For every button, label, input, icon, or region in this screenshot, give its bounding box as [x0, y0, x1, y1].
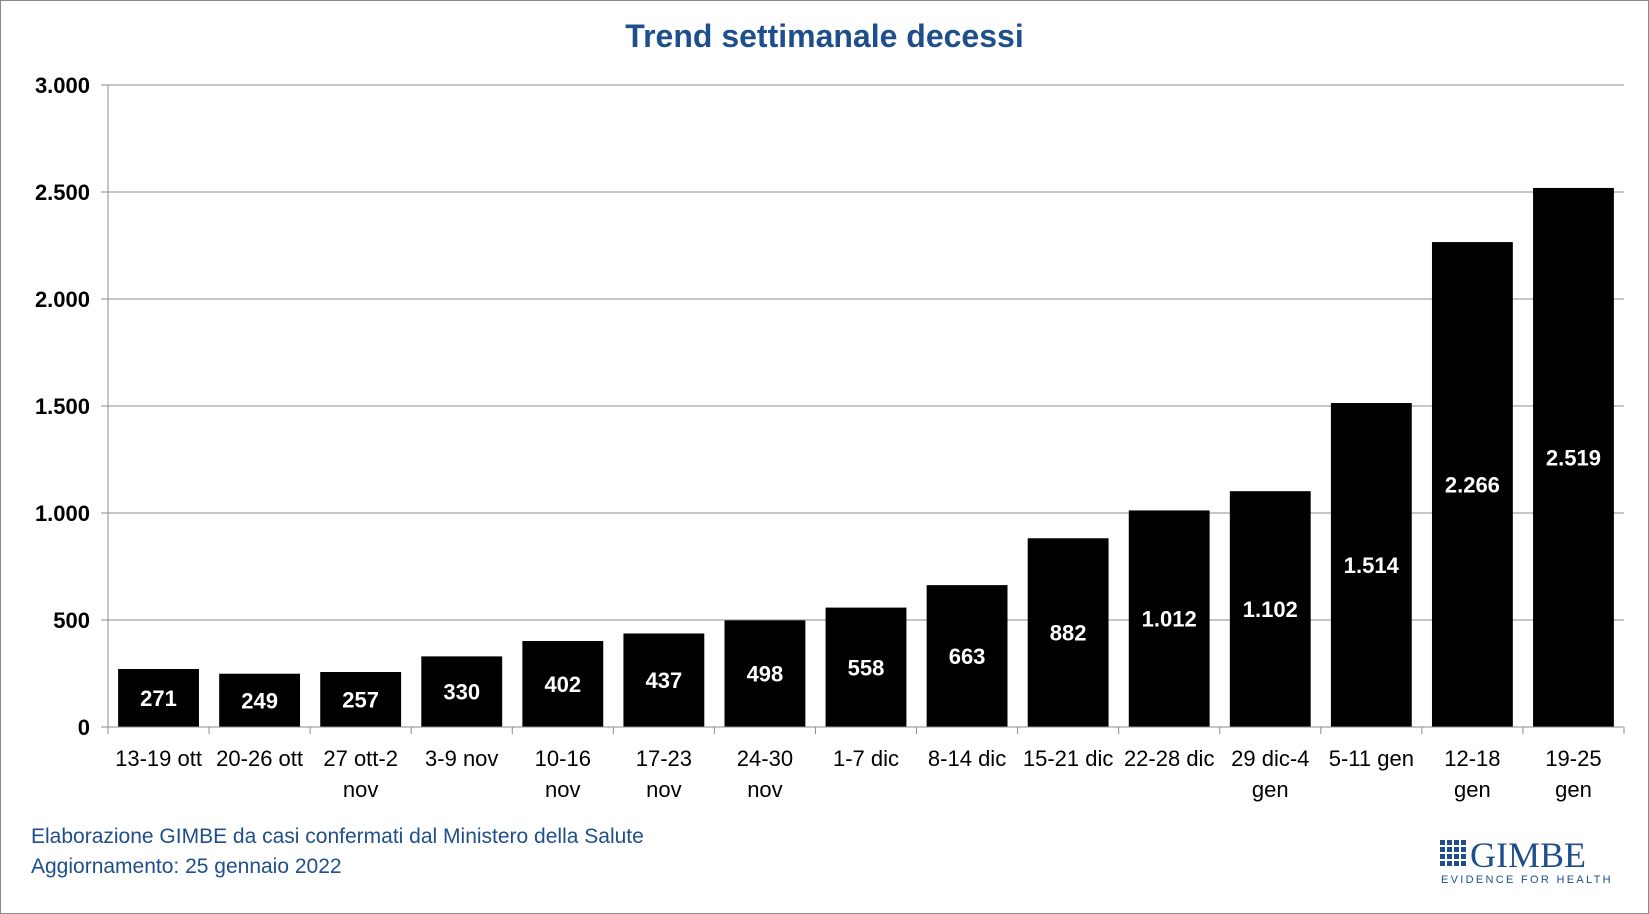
- data-label: 1.012: [1142, 607, 1197, 632]
- x-tick-label: nov: [343, 777, 378, 802]
- data-label: 437: [646, 668, 683, 693]
- x-tick-label: 3-9 nov: [425, 746, 498, 771]
- data-label: 1.102: [1243, 597, 1298, 622]
- y-tick-label: 1.500: [35, 394, 90, 419]
- x-tick-label: 22-28 dic: [1124, 746, 1215, 771]
- bar: [219, 673, 301, 727]
- bar: [421, 656, 503, 727]
- gimbe-logo: GIMBE EVIDENCE FOR HEALTH: [1440, 835, 1611, 886]
- data-label: 330: [443, 680, 480, 705]
- x-tick-label: 13-19 ott: [115, 746, 202, 771]
- bar: [724, 620, 806, 727]
- data-label: 271: [140, 686, 177, 711]
- x-tick-label: 27 ott-2: [323, 746, 398, 771]
- axes: [101, 84, 1625, 734]
- bar: [1533, 187, 1614, 727]
- x-tick-label: gen: [1555, 777, 1592, 802]
- x-tick-label: 15-21 dic: [1023, 746, 1114, 771]
- data-label: 2.266: [1445, 473, 1500, 498]
- x-tick-label: 12-18: [1444, 746, 1500, 771]
- bar: [1229, 491, 1311, 727]
- y-tick-label: 3.000: [35, 73, 90, 98]
- y-tick-label: 1.000: [35, 501, 90, 526]
- y-tick-label: 500: [53, 608, 90, 633]
- y-tick-label: 0: [78, 715, 90, 740]
- labels: 0 500 1.000 1.500 2.000 2.500 3.000 271 13-19 ot…: [35, 73, 1602, 802]
- data-label: 663: [949, 644, 986, 669]
- x-tick-label: 5-11 gen: [1329, 746, 1414, 771]
- x-tick-label: 8-14 dic: [928, 746, 1006, 771]
- data-label: 1.514: [1344, 553, 1400, 578]
- update-date: Aggiornamento: 25 gennaio 2022: [31, 855, 342, 878]
- logo-tagline: EVIDENCE FOR HEALTH: [1441, 874, 1613, 886]
- bars: [118, 187, 1614, 728]
- grid-logo-icon: [1440, 840, 1466, 866]
- data-label: 257: [342, 688, 379, 713]
- bar: [1128, 510, 1210, 727]
- bar: [320, 672, 402, 727]
- x-tick-label: 20-26 ott: [216, 746, 303, 771]
- x-tick-label: 29 dic-4: [1231, 746, 1309, 771]
- y-tick-label: 2.500: [35, 180, 90, 205]
- x-tick-label: 19-25: [1545, 746, 1601, 771]
- chart-title: Trend settimanale decessi: [625, 18, 1024, 54]
- data-label: 882: [1050, 621, 1087, 646]
- bar: [623, 633, 705, 727]
- x-tick-label: nov: [646, 777, 681, 802]
- bar: [118, 669, 199, 727]
- x-tick-label: nov: [545, 777, 580, 802]
- bar: [522, 640, 604, 727]
- bar: [1330, 403, 1412, 727]
- source-footer: Elaborazione GIMBE da casi confermati da…: [31, 822, 644, 882]
- bar: [825, 607, 907, 727]
- x-tick-label: nov: [747, 777, 782, 802]
- data-label: 402: [544, 672, 581, 697]
- bar: [926, 585, 1008, 727]
- data-label: 498: [747, 662, 784, 687]
- x-tick-label: 24-30: [737, 746, 793, 771]
- logo-wordmark: GIMBE: [1470, 835, 1586, 875]
- x-tick-label: 17-23: [636, 746, 692, 771]
- bar: [1431, 242, 1513, 728]
- data-label: 2.519: [1546, 445, 1601, 470]
- source-note: Elaborazione GIMBE da casi confermati da…: [31, 825, 644, 848]
- data-label: 558: [848, 655, 885, 680]
- bar: [1027, 538, 1109, 727]
- y-tick-label: 2.000: [35, 287, 90, 312]
- x-tick-label: gen: [1454, 777, 1491, 802]
- x-tick-label: gen: [1252, 777, 1289, 802]
- x-tick-label: 1-7 dic: [833, 746, 899, 771]
- x-tick-label: 10-16: [535, 746, 591, 771]
- data-label: 249: [241, 688, 278, 713]
